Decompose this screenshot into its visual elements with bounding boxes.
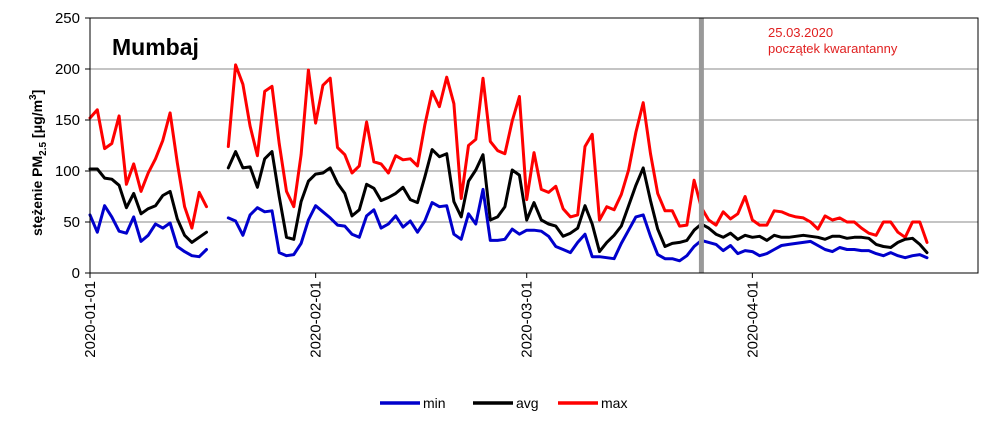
- event-date-label: 25.03.2020: [768, 25, 833, 40]
- series-line-max: [88, 63, 929, 244]
- chart-title: Mumbaj: [112, 34, 199, 60]
- legend-label-avg: avg: [516, 395, 539, 411]
- y-tick-label: 150: [55, 112, 80, 129]
- legend: min avg max: [380, 395, 627, 411]
- x-tick-label: 2020-04-01: [744, 281, 761, 358]
- legend-label-max: max: [601, 395, 627, 411]
- y-tick-label: 100: [55, 163, 80, 180]
- y-axis-label: stężenie PM2.5 [μg/m3]: [28, 90, 49, 236]
- y-tick-label: 50: [63, 214, 80, 231]
- series-line-min: [88, 187, 929, 263]
- x-tick-label: 2020-03-01: [519, 281, 536, 358]
- grid: [90, 68, 978, 223]
- series-lines: [88, 63, 929, 263]
- event-description-label: początek kwarantanny: [768, 41, 898, 56]
- legend-label-min: min: [423, 395, 446, 411]
- x-tick-label: 2020-02-01: [308, 281, 325, 358]
- x-axis-ticks: 2020-01-01 2020-02-01 2020-03-01 2020-04-01: [82, 273, 761, 358]
- plot-frame: [89, 17, 979, 274]
- y-axis-ticks: 0 50 100 150 200 250: [55, 10, 90, 282]
- y-tick-label: 200: [55, 61, 80, 78]
- y-tick-label: 250: [55, 10, 80, 27]
- series-line-avg: [88, 148, 929, 255]
- x-tick-label: 2020-01-01: [82, 281, 99, 358]
- y-tick-label: 0: [72, 265, 80, 282]
